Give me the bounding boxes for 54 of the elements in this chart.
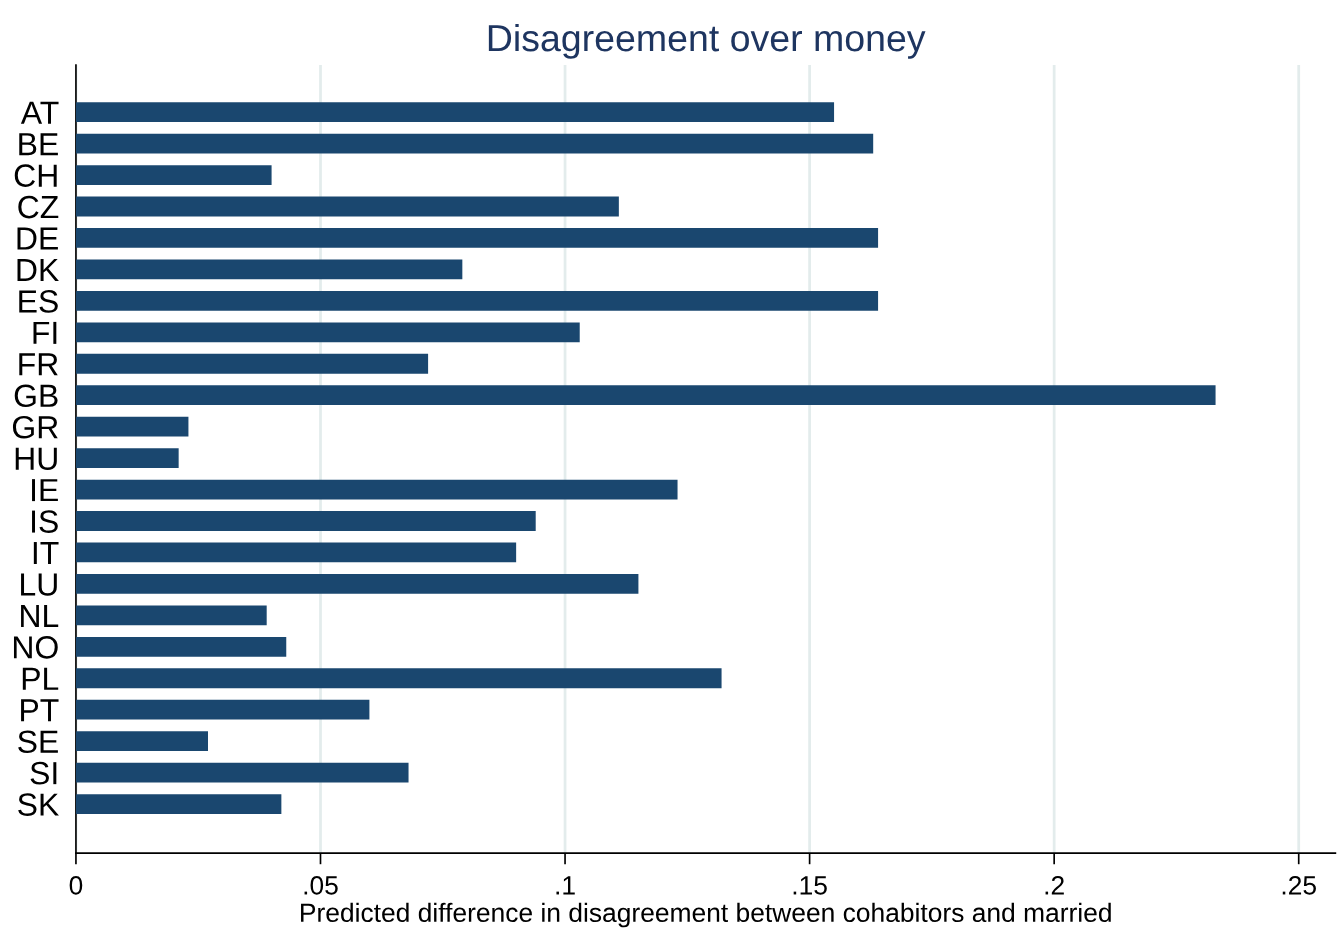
y-tick-label: HU	[15, 447, 57, 470]
bar	[75, 290, 879, 311]
bar	[75, 259, 463, 280]
bar	[75, 416, 189, 437]
y-tick-label: AT	[20, 101, 59, 124]
bar	[75, 668, 722, 689]
bar	[75, 762, 409, 783]
bar	[75, 228, 879, 248]
x-tick-label: .25	[1282, 876, 1316, 895]
x-axis-title: Predicted difference in disagreement between cohabitors and married	[301, 902, 1111, 928]
bar	[75, 636, 287, 657]
y-tick-label: IT	[33, 542, 59, 565]
bar	[75, 605, 267, 626]
y-tick-label: IS	[32, 510, 58, 533]
bar	[75, 196, 619, 217]
bar	[75, 511, 536, 531]
y-tick-label: FI	[33, 321, 57, 344]
bar	[75, 573, 639, 594]
y-tick-label: PL	[22, 667, 59, 690]
bar	[75, 385, 1216, 406]
y-tick-label: GB	[14, 384, 58, 408]
bar	[75, 794, 282, 814]
y-tick-label: FR	[19, 353, 58, 376]
bar	[75, 731, 208, 752]
bar	[75, 448, 179, 468]
bar	[75, 133, 874, 154]
y-tick-label: SI	[30, 761, 57, 785]
bar	[75, 102, 835, 123]
x-tick-label: .2	[1045, 876, 1064, 895]
bar	[75, 165, 272, 185]
y-tick-label: CH	[14, 164, 57, 187]
y-tick-label: GR	[12, 415, 58, 439]
x-tick-label: .1	[556, 876, 575, 895]
y-tick-label: SK	[18, 793, 59, 816]
y-tick-label: DK	[17, 259, 59, 281]
bar	[75, 699, 370, 720]
bar	[75, 353, 429, 374]
y-tick-label: PT	[21, 699, 59, 722]
y-tick-label: NL	[21, 604, 59, 627]
y-tick-label: IE	[32, 479, 58, 502]
x-tick-label: 0	[69, 876, 83, 895]
y-tick-label: ES	[19, 290, 58, 313]
y-tick-label: BE	[19, 133, 58, 156]
x-tick-label: .05	[304, 876, 338, 895]
bar	[75, 542, 517, 563]
bar	[75, 479, 678, 500]
x-tick-label: .15	[793, 876, 827, 895]
y-tick-label: NO	[13, 636, 58, 659]
y-tick-label: CZ	[18, 195, 59, 219]
y-tick-label: LU	[21, 573, 57, 596]
bar	[75, 322, 580, 343]
y-tick-label: DE	[17, 227, 58, 250]
chart-title: Disagreement over money	[488, 23, 926, 59]
y-tick-label: SE	[18, 730, 58, 754]
